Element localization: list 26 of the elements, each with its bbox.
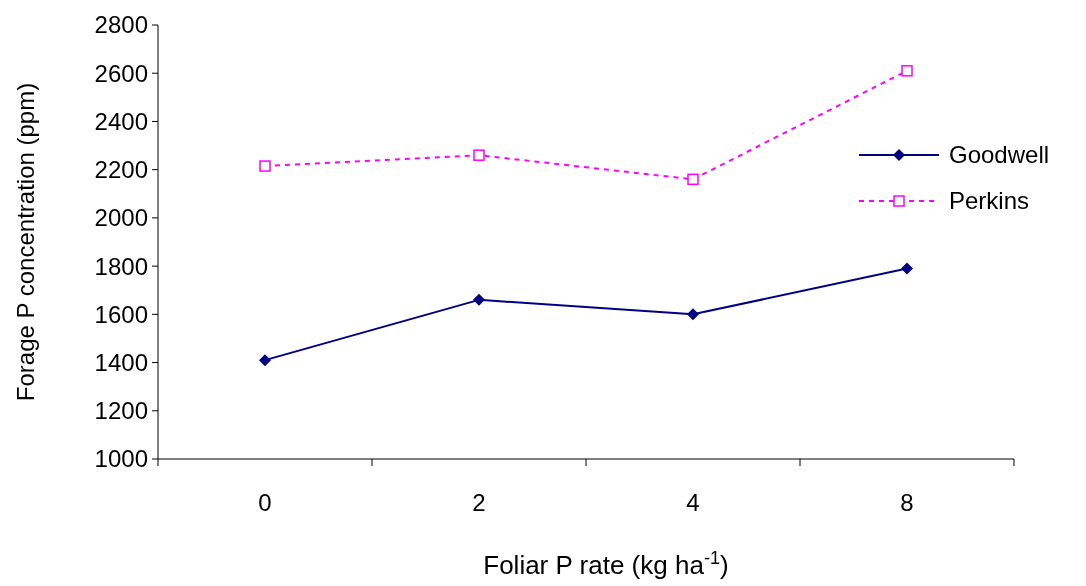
point	[901, 65, 913, 77]
point	[687, 173, 699, 186]
point	[901, 262, 913, 275]
x-tick-label: 4	[686, 489, 700, 516]
x-tick-label: 2	[472, 489, 486, 516]
y-tick-label: 1800	[94, 252, 148, 280]
y-tick-label: 2000	[94, 204, 148, 232]
y-tick-label: 1600	[94, 300, 148, 328]
y-tick-label: 1400	[94, 348, 148, 376]
x-tick-label: 0	[258, 489, 272, 516]
y-tick-label: 1200	[94, 397, 148, 425]
y-tick-label: 2800	[94, 11, 148, 39]
x-tick-label: 8	[900, 489, 914, 516]
y-tick-label: 2400	[94, 107, 148, 135]
x-axis-title: Foliar P rate (kg ha$^{-1}$)	[483, 548, 729, 580]
point	[259, 160, 271, 172]
point	[259, 354, 271, 367]
y-tick-label: 2200	[94, 156, 148, 184]
point	[687, 308, 699, 321]
point	[473, 149, 485, 161]
y-tick-label: 1000	[94, 445, 148, 473]
point	[473, 293, 485, 306]
legend-label: Goodwell	[949, 141, 1050, 169]
y-axis-title: Forage P concentration (ppm)	[12, 82, 39, 402]
legend-label: Perkins	[949, 187, 1030, 215]
y-tick-label: 2600	[94, 59, 148, 87]
